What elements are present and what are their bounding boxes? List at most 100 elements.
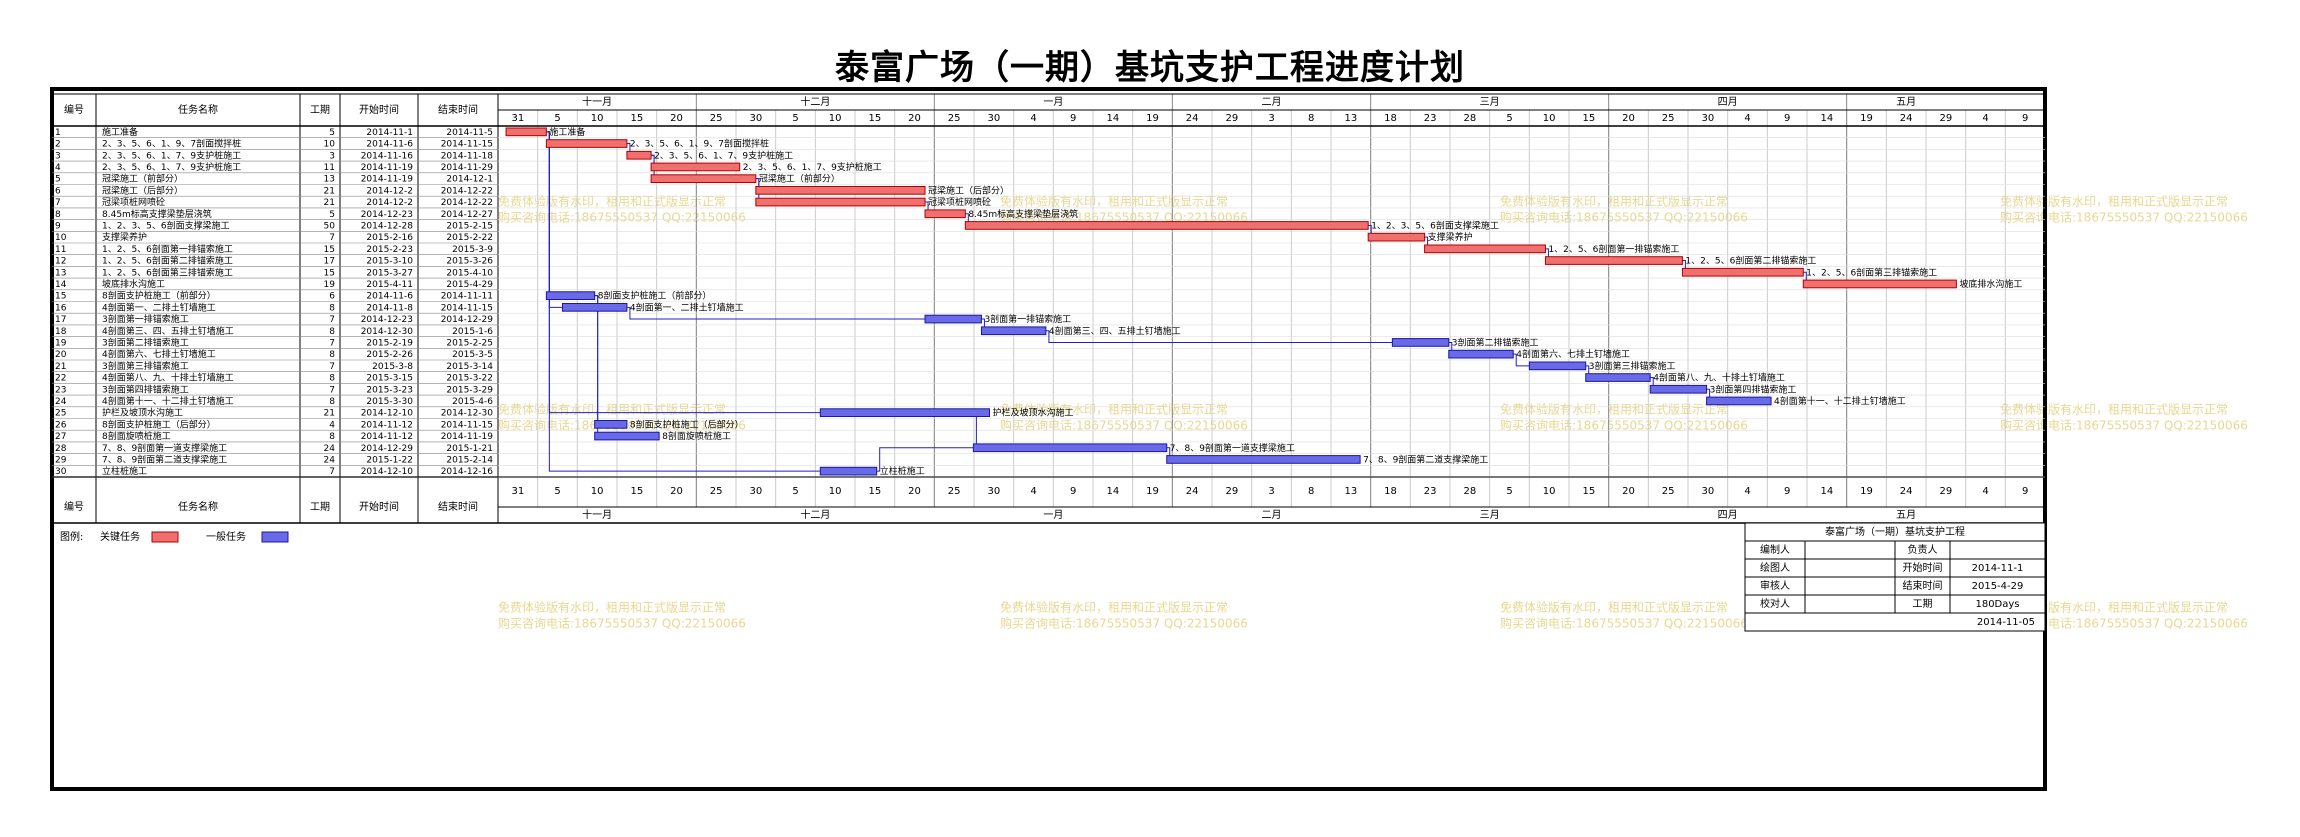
task-name-cell: 护栏及坡顶水沟施工 (102, 407, 183, 419)
task-bar-label: 1、2、3、5、6剖面支撑梁施工 (1371, 219, 1499, 231)
task-id-cell: 9 (55, 221, 61, 231)
day-tick-label: 13 (1344, 486, 1357, 497)
task-id-cell: 7 (55, 198, 61, 208)
task-id-cell: 3 (55, 151, 61, 161)
task-duration-cell: 13 (324, 175, 335, 185)
day-tick-label: 15 (1582, 486, 1595, 497)
task-id-cell: 8 (55, 210, 61, 220)
normal-task-bar (545, 291, 596, 300)
task-bar-label: 坡底排水沟施工 (1959, 278, 2022, 290)
task-bar-label: 4剖面第六、七排土钉墙施工 (1516, 348, 1630, 360)
day-tick-label: 4 (1030, 113, 1036, 124)
task-id-cell: 12 (55, 257, 66, 267)
day-tick-label: 4 (1982, 486, 1988, 497)
task-id-cell: 19 (55, 338, 67, 348)
critical-task-bar (755, 197, 926, 207)
day-tick-label: 19 (1860, 486, 1873, 497)
task-name-cell: 2、3、5、6、1、7、9支护桩施工 (102, 149, 241, 161)
day-tick-label: 15 (630, 113, 643, 124)
day-tick-label: 13 (1344, 113, 1357, 124)
critical-task-bar (1544, 256, 1683, 265)
info-box-cell: 2014-11-1 (1972, 563, 2024, 574)
task-id-cell: 14 (55, 280, 67, 290)
task-end-cell: 2015-3-5 (452, 350, 493, 360)
day-tick-label: 31 (511, 113, 524, 124)
task-duration-cell: 7 (329, 338, 335, 348)
task-name-cell: 1、2、5、6剖面第一排锚索施工 (102, 243, 233, 255)
day-tick-label: 9 (1784, 113, 1790, 124)
critical-task-bar (964, 221, 1369, 230)
day-tick-label: 8 (1308, 113, 1314, 124)
task-name-cell: 冠梁施工（前部分） (102, 173, 183, 185)
month-label: 十一月 (582, 508, 612, 521)
task-bar-label: 施工准备 (549, 126, 585, 138)
task-end-cell: 2015-4-6 (452, 397, 493, 407)
day-tick-label: 19 (1860, 113, 1873, 124)
day-tick-label: 5 (1506, 113, 1512, 124)
day-tick-label: 29 (1939, 113, 1952, 124)
task-id-cell: 24 (55, 397, 67, 407)
info-box-cell: 编制人 (1760, 543, 1790, 556)
task-duration-cell: 7 (329, 385, 335, 395)
task-duration-cell: 7 (329, 362, 335, 372)
task-end-cell: 2015-1-21 (446, 444, 493, 454)
info-box-title: 泰富广场（一期）基坑支护工程 (1825, 525, 1965, 538)
task-start-cell: 2014-11-16 (361, 151, 414, 161)
task-start-cell: 2015-3-23 (366, 385, 413, 395)
day-tick-label: 23 (1424, 113, 1437, 124)
task-id-cell: 15 (55, 292, 66, 302)
task-start-cell: 2014-12-10 (361, 409, 414, 419)
task-name-cell: 4剖面第一、二排土钉墙施工 (102, 301, 216, 313)
task-duration-cell: 21 (324, 198, 335, 208)
day-tick-label: 20 (1622, 113, 1635, 124)
day-tick-label: 28 (1463, 486, 1476, 497)
task-end-cell: 2014-12-30 (441, 409, 494, 419)
info-box-cell: 180Days (1975, 599, 2019, 610)
watermark-text: 购买咨询电话:18675550537 QQ:22150066 (2000, 616, 2248, 631)
task-start-cell: 2014-11-6 (366, 292, 413, 302)
day-tick-label: 20 (908, 113, 921, 124)
task-bar-label: 8剖面支护桩施工（前部分） (598, 290, 712, 302)
day-tick-label: 15 (868, 113, 881, 124)
task-bar-label: 2、3、5、6、1、7、9支护桩施工 (743, 161, 882, 173)
task-end-cell: 2014-11-11 (441, 292, 493, 302)
day-tick-label: 3 (1268, 486, 1274, 497)
task-start-cell: 2015-3-27 (366, 268, 413, 278)
critical-task-bar (626, 150, 652, 160)
task-start-cell: 2015-2-19 (366, 338, 413, 348)
day-tick-label: 31 (511, 486, 524, 497)
task-start-cell: 2015-2-26 (366, 350, 413, 360)
day-tick-label: 25 (948, 486, 961, 497)
column-header-id: 编号 (64, 103, 84, 116)
task-name-cell: 立柱桩施工 (102, 465, 147, 477)
critical-task-bar (650, 174, 757, 184)
day-tick-label: 30 (987, 113, 1000, 124)
task-duration-cell: 8 (329, 303, 335, 313)
day-tick-label: 20 (1622, 486, 1635, 497)
day-tick-label: 24 (1186, 486, 1199, 497)
task-bar-label: 7、8、9剖面第一道支撑梁施工 (1170, 442, 1295, 454)
task-name-cell: 3剖面第二排锚索施工 (102, 336, 189, 348)
critical-task-bar (650, 162, 741, 172)
task-bar-label: 护栏及坡顶水沟施工 (992, 407, 1073, 419)
legend-critical-label: 关键任务 (100, 530, 140, 543)
task-id-cell: 20 (55, 350, 67, 360)
watermark-text: 免费体验版有水印，租用和正式版显示正常 (1500, 402, 1728, 417)
watermark-text: 购买咨询电话:18675550537 QQ:22150066 (1000, 210, 1248, 225)
month-label: 四月 (1718, 509, 1738, 521)
watermark-text: 购买咨询电话:18675550537 QQ:22150066 (1500, 418, 1748, 433)
task-duration-cell: 6 (329, 292, 335, 302)
task-bar-label: 2、3、5、6、1、7、9支护桩施工 (654, 149, 793, 161)
task-name-cell: 1、2、3、5、6剖面支撑梁施工 (102, 219, 230, 231)
watermark-text: 免费体验版有水印，租用和正式版显示正常 (1000, 194, 1228, 209)
day-tick-label: 14 (1106, 113, 1119, 124)
day-tick-label: 20 (908, 486, 921, 497)
task-bar-label: 8剖面旋喷桩施工 (662, 430, 731, 442)
task-id-cell: 2 (55, 140, 61, 150)
watermark-text: 免费体验版有水印，租用和正式版显示正常 (498, 600, 726, 615)
task-duration-cell: 8 (329, 397, 335, 407)
task-name-cell: 1、2、5、6剖面第三排锚索施工 (102, 266, 233, 278)
day-tick-label: 30 (749, 113, 762, 124)
task-name-cell: 施工准备 (102, 126, 138, 138)
